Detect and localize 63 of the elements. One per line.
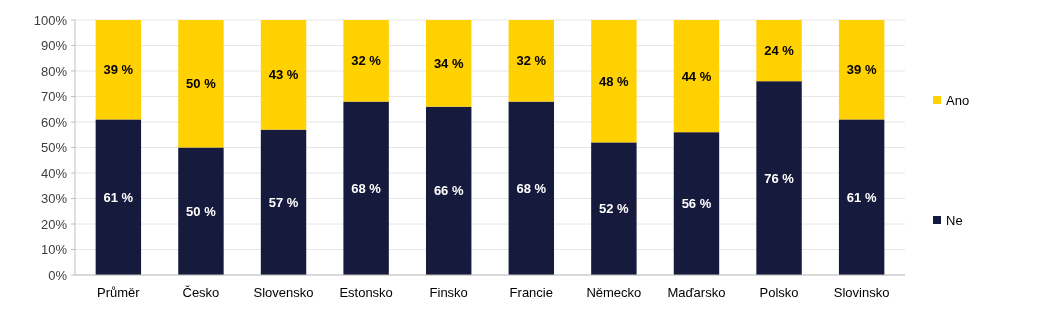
data-label: 39 %: [846, 62, 877, 78]
x-tick-label: Slovensko: [253, 285, 314, 300]
y-tick-label: 70%: [40, 89, 68, 105]
x-tick-label: Finsko: [429, 285, 468, 300]
bar: [95, 20, 142, 120]
y-tick-label: 20%: [40, 216, 68, 232]
data-label: 43 %: [268, 67, 299, 83]
data-label: 32 %: [516, 53, 547, 69]
bar: [178, 20, 224, 148]
x-tick-label: Maďarsko: [667, 285, 726, 300]
data-label: 68 %: [351, 180, 382, 196]
y-tick-label: 0%: [48, 267, 68, 283]
x-tick-label: Slovinsko: [833, 285, 890, 300]
bar: [95, 119, 142, 275]
data-label: 68 %: [516, 180, 547, 196]
data-label: 76 %: [764, 170, 795, 186]
y-tick-label: 30%: [40, 191, 68, 207]
data-label: 34 %: [433, 55, 464, 71]
bar: [591, 20, 637, 143]
data-label: 56 %: [681, 196, 712, 212]
y-tick-label: 40%: [40, 165, 68, 181]
x-tick-label: Česko: [182, 285, 220, 300]
bar: [673, 132, 720, 275]
bar: [343, 20, 389, 102]
bar: [591, 142, 637, 275]
data-label: 57 %: [268, 194, 299, 210]
bar: [426, 20, 472, 107]
data-label: 39 %: [103, 62, 134, 78]
x-tick-label: Polsko: [759, 285, 799, 300]
bar: [838, 20, 885, 120]
data-label: 48 %: [599, 73, 630, 89]
y-tick-label: 50%: [40, 140, 68, 156]
data-label: 50 %: [186, 76, 217, 92]
data-label: 32 %: [351, 53, 382, 69]
data-label: 61 %: [103, 189, 134, 205]
bar: [508, 101, 554, 275]
legend-label: Ano: [946, 92, 970, 108]
y-tick-label: 60%: [40, 114, 68, 130]
bar: [838, 119, 885, 275]
x-tick-label: Estonsko: [339, 285, 393, 300]
data-label: 52 %: [599, 201, 630, 217]
y-tick-label: 10%: [40, 242, 68, 258]
bar: [426, 106, 472, 275]
bar: [756, 20, 802, 82]
y-tick-label: 80%: [40, 63, 68, 79]
x-tick-label: Německo: [586, 285, 642, 300]
y-tick-label: 100%: [33, 12, 68, 28]
x-tick-label: Francie: [509, 285, 553, 300]
y-tick-label: 90%: [40, 38, 68, 54]
bar: [178, 147, 224, 275]
legend-label: Ne: [946, 212, 963, 228]
data-label: 24 %: [764, 43, 795, 59]
data-label: 66 %: [433, 183, 464, 199]
bar: [260, 129, 307, 275]
bar: [673, 20, 720, 133]
data-label: 61 %: [846, 189, 877, 205]
bar: [756, 81, 802, 275]
data-label: 44 %: [681, 68, 712, 84]
data-label: 50 %: [186, 203, 217, 219]
bar: [343, 101, 389, 275]
x-tick-label: Průměr: [97, 285, 141, 300]
bar: [508, 20, 554, 102]
bar: [260, 20, 307, 130]
